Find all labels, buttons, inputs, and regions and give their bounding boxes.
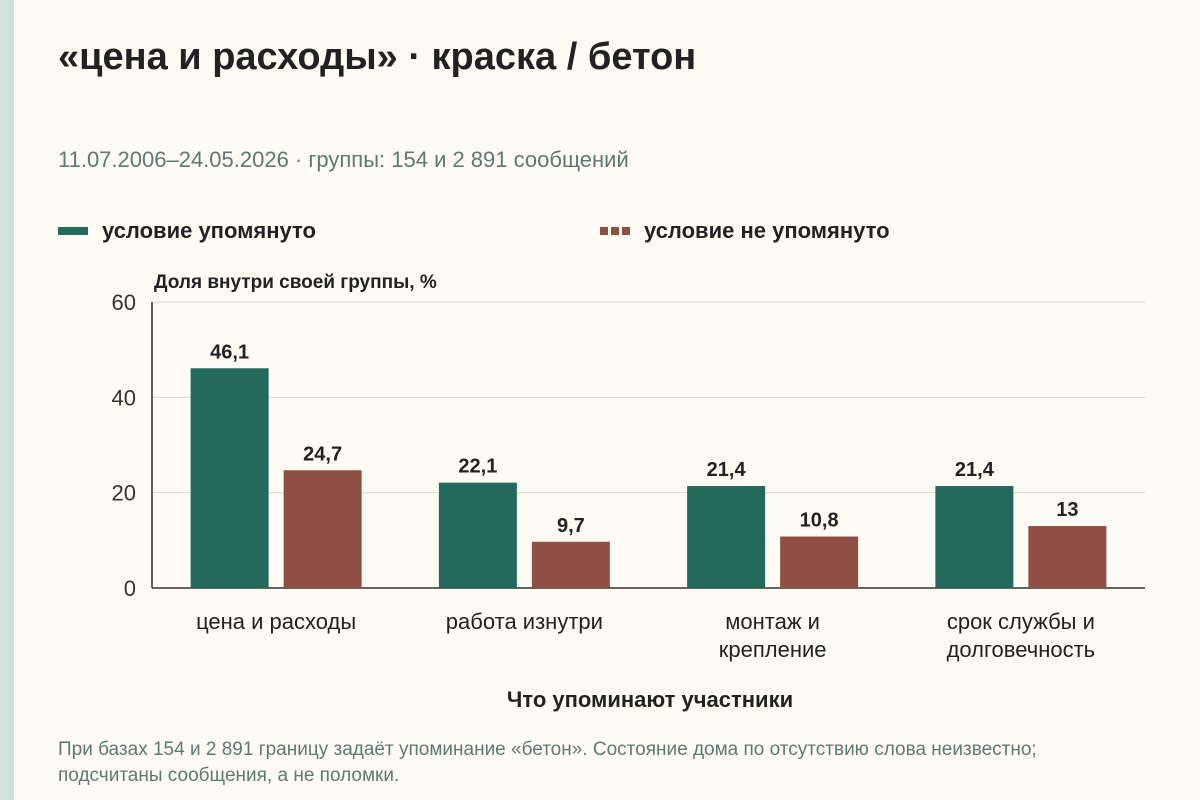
x-tick-label: монтаж и bbox=[725, 609, 820, 634]
legend-label-not-mentioned: условие не упомянуто bbox=[644, 218, 890, 243]
legend-label-mentioned: условие упомянуто bbox=[102, 218, 316, 243]
data-label: 21,4 bbox=[707, 459, 747, 481]
bar-not-mentioned bbox=[531, 541, 610, 588]
legend-swatch-mentioned bbox=[58, 227, 88, 235]
bar-not-mentioned bbox=[780, 536, 859, 588]
footnote: При базах 154 и 2 891 границу задаёт упо… bbox=[58, 739, 1037, 786]
y-tick-label: 20 bbox=[112, 481, 136, 506]
bar-mentioned bbox=[190, 368, 269, 588]
data-label: 21,4 bbox=[955, 459, 995, 481]
bar-mentioned bbox=[438, 482, 517, 588]
x-axis-label: Что упоминают участники bbox=[506, 687, 794, 712]
data-label: 24,7 bbox=[303, 443, 342, 465]
y-axis-label: Доля внутри своей группы, % bbox=[154, 272, 437, 293]
chart-subtitle: 11.07.2006–24.05.2026 · группы: 154 и 2 … bbox=[58, 147, 629, 172]
legend-item-mentioned: условие упомянуто bbox=[58, 218, 316, 244]
bar-not-mentioned bbox=[1028, 526, 1107, 588]
data-label: 22,1 bbox=[458, 456, 497, 478]
y-tick-label: 40 bbox=[112, 385, 136, 410]
legend-swatch-not-mentioned bbox=[600, 227, 630, 235]
y-tick-label: 0 bbox=[124, 576, 136, 601]
data-label: 10,8 bbox=[800, 510, 839, 532]
bar-not-mentioned bbox=[283, 470, 362, 588]
y-tick-label: 60 bbox=[112, 290, 136, 315]
x-tick-label: долговечность bbox=[947, 637, 1096, 662]
chart-title: «цена и расходы» · краска / бетон bbox=[58, 36, 697, 78]
data-label: 13 bbox=[1056, 499, 1078, 521]
x-tick-label: работа изнутри bbox=[446, 609, 603, 634]
x-tick-label: цена и расходы bbox=[196, 609, 356, 634]
bar-mentioned bbox=[935, 485, 1014, 588]
left-accent-stripe bbox=[0, 0, 14, 800]
bar-mentioned bbox=[687, 485, 766, 588]
data-label: 9,7 bbox=[557, 515, 585, 537]
data-label: 46,1 bbox=[210, 341, 249, 363]
legend-item-not-mentioned: условие не упомянуто bbox=[600, 218, 890, 244]
x-tick-label: крепление bbox=[719, 637, 827, 662]
x-tick-label: срок службы и bbox=[947, 609, 1095, 634]
